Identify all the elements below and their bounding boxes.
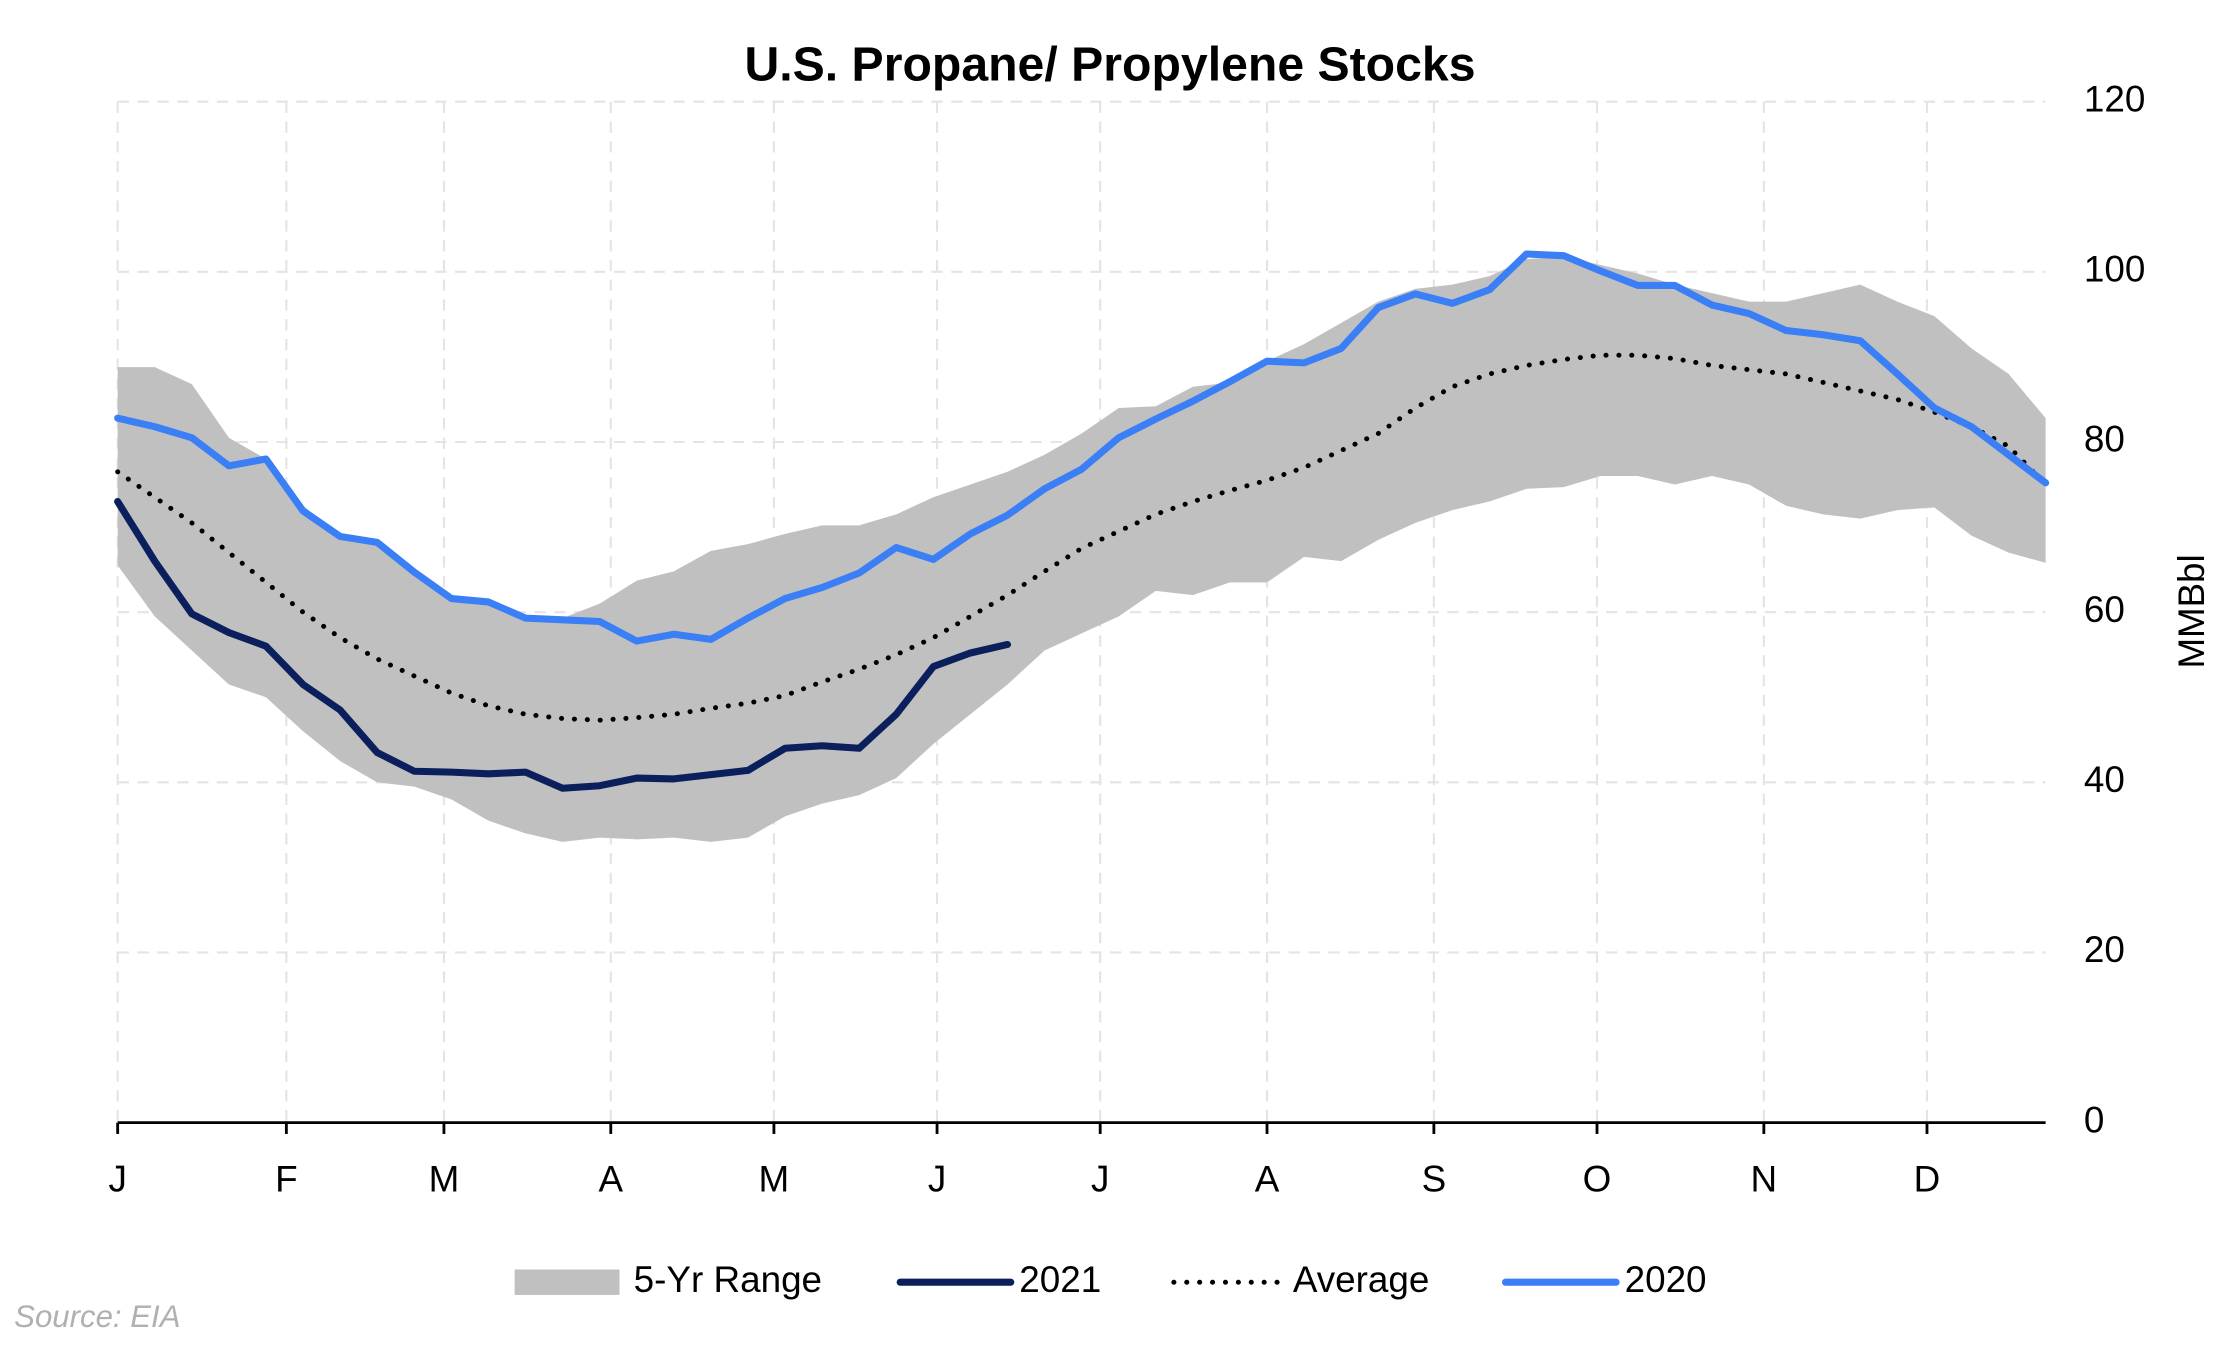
- y-tick-label: 20: [2084, 929, 2125, 970]
- y-tick-label: 60: [2084, 589, 2125, 630]
- legend-label: 2020: [1625, 1259, 1707, 1300]
- range-band: [117, 256, 2046, 842]
- x-tick-label: J: [928, 1159, 946, 1200]
- x-tick-label: M: [759, 1159, 790, 1200]
- y-tick-label: 80: [2084, 419, 2125, 460]
- source-note: Source: EIA: [14, 1299, 180, 1334]
- x-tick-label: D: [1914, 1159, 1941, 1200]
- legend-label: 5-Yr Range: [634, 1259, 822, 1300]
- y-axis-label: MMBbl: [2171, 554, 2212, 668]
- x-tick-label: J: [108, 1159, 126, 1200]
- y-tick-label: 40: [2084, 759, 2125, 800]
- series-line: [115, 352, 2049, 723]
- x-tick-label: O: [1583, 1159, 1612, 1200]
- x-tick-label: A: [598, 1159, 623, 1200]
- chart-title: U.S. Propane/ Propylene Stocks: [744, 38, 1475, 92]
- legend-label: 2021: [1019, 1259, 1101, 1300]
- x-tick-label: J: [1091, 1159, 1109, 1200]
- series-line: [114, 250, 2050, 645]
- y-tick-label: 120: [2084, 78, 2145, 119]
- y-tick-label: 100: [2084, 249, 2145, 290]
- x-tick-label: F: [275, 1159, 298, 1200]
- x-tick-label: S: [1422, 1159, 1447, 1200]
- legend-swatch: [514, 1269, 620, 1295]
- series-line: [114, 498, 1012, 792]
- x-tick-label: M: [429, 1159, 460, 1200]
- legend-label: Average: [1293, 1259, 1430, 1300]
- x-tick-label: A: [1255, 1159, 1280, 1200]
- y-tick-label: 0: [2084, 1099, 2104, 1140]
- x-tick-label: N: [1751, 1159, 1778, 1200]
